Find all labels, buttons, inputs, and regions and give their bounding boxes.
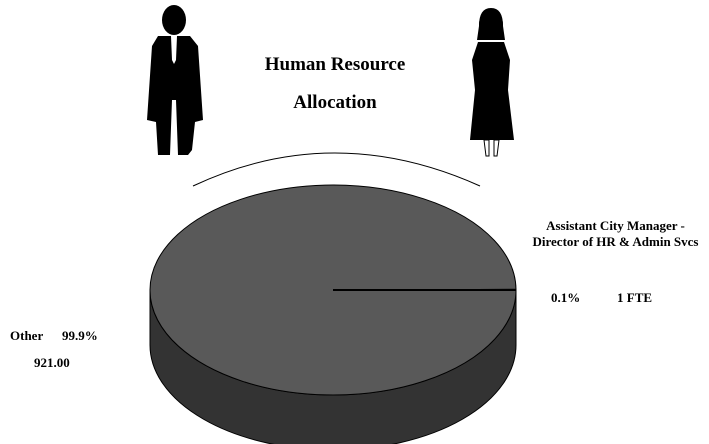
decor-arc [192,152,481,187]
value-label: 99.9% [62,328,98,343]
count-label: 921.00 [34,355,70,370]
category-label: Assistant City Manager - Director of HR … [532,218,699,249]
pie [149,184,517,444]
count-label: 1 FTE [617,290,653,305]
category-label: Other [10,328,44,343]
woman-icon [470,8,514,157]
chart-title: Human Resource Allocation [264,54,406,113]
man-icon [147,5,203,155]
value-label: 0.1% [551,290,581,305]
